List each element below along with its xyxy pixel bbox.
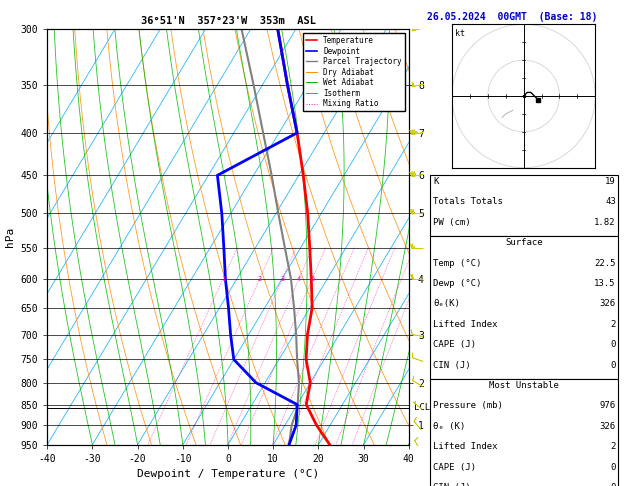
Text: PW (cm): PW (cm)	[433, 218, 471, 227]
Text: θₑ(K): θₑ(K)	[433, 299, 460, 309]
Text: -: -	[453, 250, 459, 260]
Text: Pressure (mb): Pressure (mb)	[433, 401, 503, 411]
Text: 0: 0	[610, 463, 616, 472]
Text: 326: 326	[599, 422, 616, 431]
Y-axis label: hPa: hPa	[5, 227, 15, 247]
Text: 0: 0	[610, 361, 616, 370]
Y-axis label: km
ASL: km ASL	[435, 226, 452, 248]
Text: 1: 1	[221, 276, 225, 282]
Text: 19: 19	[605, 177, 616, 186]
Text: 26.05.2024  00GMT  (Base: 18): 26.05.2024 00GMT (Base: 18)	[428, 12, 598, 22]
Text: 2: 2	[610, 442, 616, 451]
Text: Dewp (°C): Dewp (°C)	[433, 279, 482, 288]
Legend: Temperature, Dewpoint, Parcel Trajectory, Dry Adiabat, Wet Adiabat, Isotherm, Mi: Temperature, Dewpoint, Parcel Trajectory…	[303, 33, 405, 111]
Text: CAPE (J): CAPE (J)	[433, 340, 476, 349]
Text: Lifted Index: Lifted Index	[433, 442, 498, 451]
Text: 0: 0	[610, 340, 616, 349]
Text: 22.5: 22.5	[594, 259, 616, 268]
Text: K: K	[433, 177, 439, 186]
Text: kt: kt	[455, 29, 465, 37]
X-axis label: Dewpoint / Temperature (°C): Dewpoint / Temperature (°C)	[137, 469, 319, 479]
Text: Totals Totals: Totals Totals	[433, 197, 503, 207]
Text: 1.82: 1.82	[594, 218, 616, 227]
Text: 2: 2	[257, 276, 262, 282]
Text: © weatheronline.co.uk: © weatheronline.co.uk	[472, 466, 576, 475]
Text: 2: 2	[610, 320, 616, 329]
Text: 0: 0	[610, 483, 616, 486]
Text: 326: 326	[599, 299, 616, 309]
Text: 976: 976	[599, 401, 616, 411]
Text: LCL: LCL	[415, 403, 430, 413]
Text: +: +	[453, 208, 459, 218]
Text: CIN (J): CIN (J)	[433, 361, 471, 370]
Text: CAPE (J): CAPE (J)	[433, 463, 476, 472]
Title: 36°51'N  357°23'W  353m  ASL: 36°51'N 357°23'W 353m ASL	[140, 16, 316, 26]
Text: Most Unstable: Most Unstable	[489, 381, 559, 390]
Text: Temp (°C): Temp (°C)	[433, 259, 482, 268]
Text: 4: 4	[297, 276, 301, 282]
Text: Mixing Ratio (g/kg): Mixing Ratio (g/kg)	[484, 190, 493, 284]
Text: 3: 3	[280, 276, 284, 282]
Text: CIN (J): CIN (J)	[433, 483, 471, 486]
Text: Lifted Index: Lifted Index	[433, 320, 498, 329]
Text: 43: 43	[605, 197, 616, 207]
Text: θₑ (K): θₑ (K)	[433, 422, 465, 431]
Text: Surface: Surface	[505, 238, 543, 247]
Text: 5: 5	[310, 276, 314, 282]
Text: 13.5: 13.5	[594, 279, 616, 288]
